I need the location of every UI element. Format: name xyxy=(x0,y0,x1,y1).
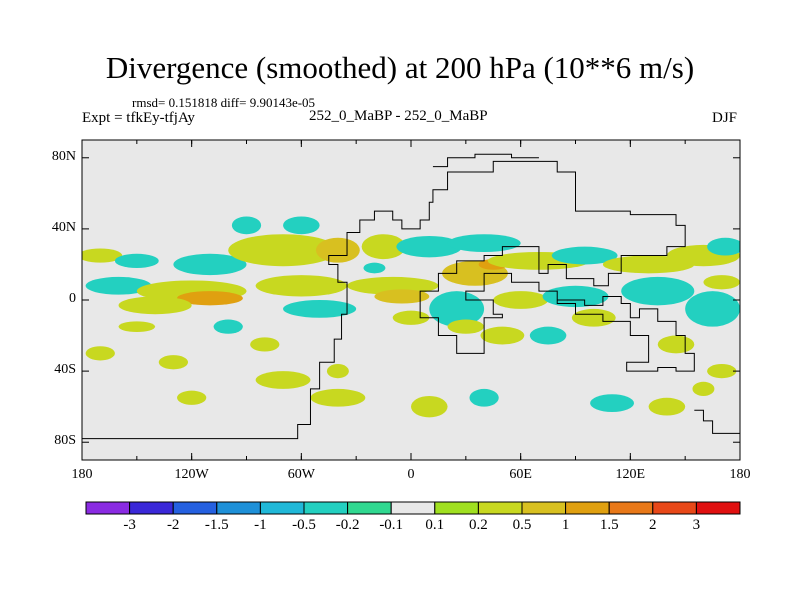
divergence-contour xyxy=(703,275,740,290)
divergence-contour xyxy=(315,237,360,263)
divergence-contour xyxy=(250,337,280,352)
x-tick-label: 120W xyxy=(174,467,209,482)
divergence-contour xyxy=(255,275,348,297)
x-tick-label: 120E xyxy=(615,467,646,482)
divergence-contour xyxy=(231,216,262,235)
colorbar-label: -0.5 xyxy=(292,517,316,533)
x-tick-label: 60W xyxy=(287,467,315,482)
stats-label: rmsd= 0.151818 diff= 9.90143e-05 xyxy=(132,95,316,110)
divergence-contour xyxy=(363,262,386,274)
divergence-contour xyxy=(707,237,740,256)
divergence-contour xyxy=(85,276,152,295)
divergence-contour xyxy=(685,291,740,327)
coastline xyxy=(694,409,740,434)
divergence-contour xyxy=(361,234,406,260)
divergence-contour xyxy=(118,321,156,332)
colorbar-label: 1 xyxy=(561,517,570,533)
colorbar-label: -3 xyxy=(123,517,136,533)
colorbar-swatch xyxy=(216,501,261,515)
colorbar-swatch xyxy=(172,501,218,515)
divergence-contour xyxy=(411,396,448,418)
x-tick-label: 180 xyxy=(729,467,751,482)
divergence-contour xyxy=(347,276,439,295)
colorbar-swatch xyxy=(259,501,305,515)
coastline xyxy=(82,160,695,440)
colorbar-label: -0.1 xyxy=(379,517,404,533)
coastline xyxy=(432,153,539,168)
divergence-contour xyxy=(590,394,634,412)
axis-ticks xyxy=(81,140,741,460)
colorbar-swatch xyxy=(129,501,174,515)
chart-title: Divergence (smoothed) at 200 hPa (10**6 … xyxy=(105,50,695,85)
divergence-contour xyxy=(228,234,338,267)
colorbar-label: -2 xyxy=(166,517,180,533)
y-tick-label: 40S xyxy=(54,362,76,378)
divergence-contour xyxy=(158,355,189,370)
colorbar-label: 3 xyxy=(692,517,701,533)
colorbar-label: 0.1 xyxy=(425,517,445,533)
divergence-contour xyxy=(469,388,499,407)
divergence-contour xyxy=(177,291,243,306)
x-tick-label: 180 xyxy=(71,467,93,482)
colorbar-label: 1.5 xyxy=(599,517,619,533)
divergence-contour xyxy=(326,364,349,379)
colorbar-swatch xyxy=(434,501,479,515)
coastlines xyxy=(82,153,740,440)
divergence-contour xyxy=(571,308,616,327)
divergence-contour xyxy=(310,388,366,407)
divergence-contour xyxy=(173,253,247,276)
divergence-contour xyxy=(114,253,159,268)
divergence-contour xyxy=(283,300,357,318)
colorbar-label: -1.5 xyxy=(204,517,229,533)
x-tick-label: 60E xyxy=(509,467,532,482)
y-tick-label: 0 xyxy=(69,291,76,306)
divergence-contour xyxy=(283,216,320,235)
colorbar-label: -0.2 xyxy=(335,517,360,533)
colorbar-swatch xyxy=(303,501,349,515)
colorbar-swatch xyxy=(347,501,392,515)
x-tick-label: 0 xyxy=(407,467,415,482)
divergence-contour xyxy=(374,289,430,304)
colorbar-swatch xyxy=(565,501,610,515)
divergence-contour xyxy=(493,291,549,309)
divergence-contour xyxy=(447,319,485,334)
divergence-contour xyxy=(255,371,311,389)
colorbar-swatch xyxy=(695,501,741,515)
divergence-contour xyxy=(621,276,695,306)
divergence-contour xyxy=(447,234,521,252)
runs-label: 252_0_MaBP - 252_0_MaBP xyxy=(309,108,488,124)
y-tick-label: 80N xyxy=(51,148,76,164)
divergence-contour xyxy=(529,326,567,345)
colorbar-swatch xyxy=(477,501,523,515)
experiment-label: Expt = tfkEy-tfjAy xyxy=(82,110,195,126)
colorbar-swatch xyxy=(390,501,436,515)
colorbar-label: 0.2 xyxy=(469,517,488,533)
season-label: DJF xyxy=(712,110,738,126)
colorbar-swatch xyxy=(85,501,131,515)
y-tick-label: 80S xyxy=(54,433,76,449)
divergence-contour xyxy=(692,381,715,396)
colorbar-label: 0.5 xyxy=(512,517,532,533)
divergence-contour xyxy=(480,326,525,345)
colorbar-label: 2 xyxy=(649,517,657,533)
colorbar-swatch xyxy=(652,501,697,515)
divergence-contour xyxy=(118,296,192,315)
divergence-contour xyxy=(648,397,686,416)
colorbar-label: -1 xyxy=(254,517,267,533)
divergence-contour xyxy=(657,335,695,354)
colorbar-swatch xyxy=(608,501,654,515)
divergence-contour xyxy=(396,236,463,258)
divergence-contour xyxy=(177,390,207,405)
divergence-contour xyxy=(213,319,243,334)
colorbar xyxy=(85,501,741,515)
y-tick-label: 40N xyxy=(51,219,76,235)
divergence-contour xyxy=(707,364,737,379)
colorbar-swatch xyxy=(521,501,567,515)
divergence-contour xyxy=(85,346,115,361)
divergence-contour xyxy=(551,246,618,265)
divergence-contour xyxy=(82,248,123,263)
divergence-contour xyxy=(542,285,609,308)
